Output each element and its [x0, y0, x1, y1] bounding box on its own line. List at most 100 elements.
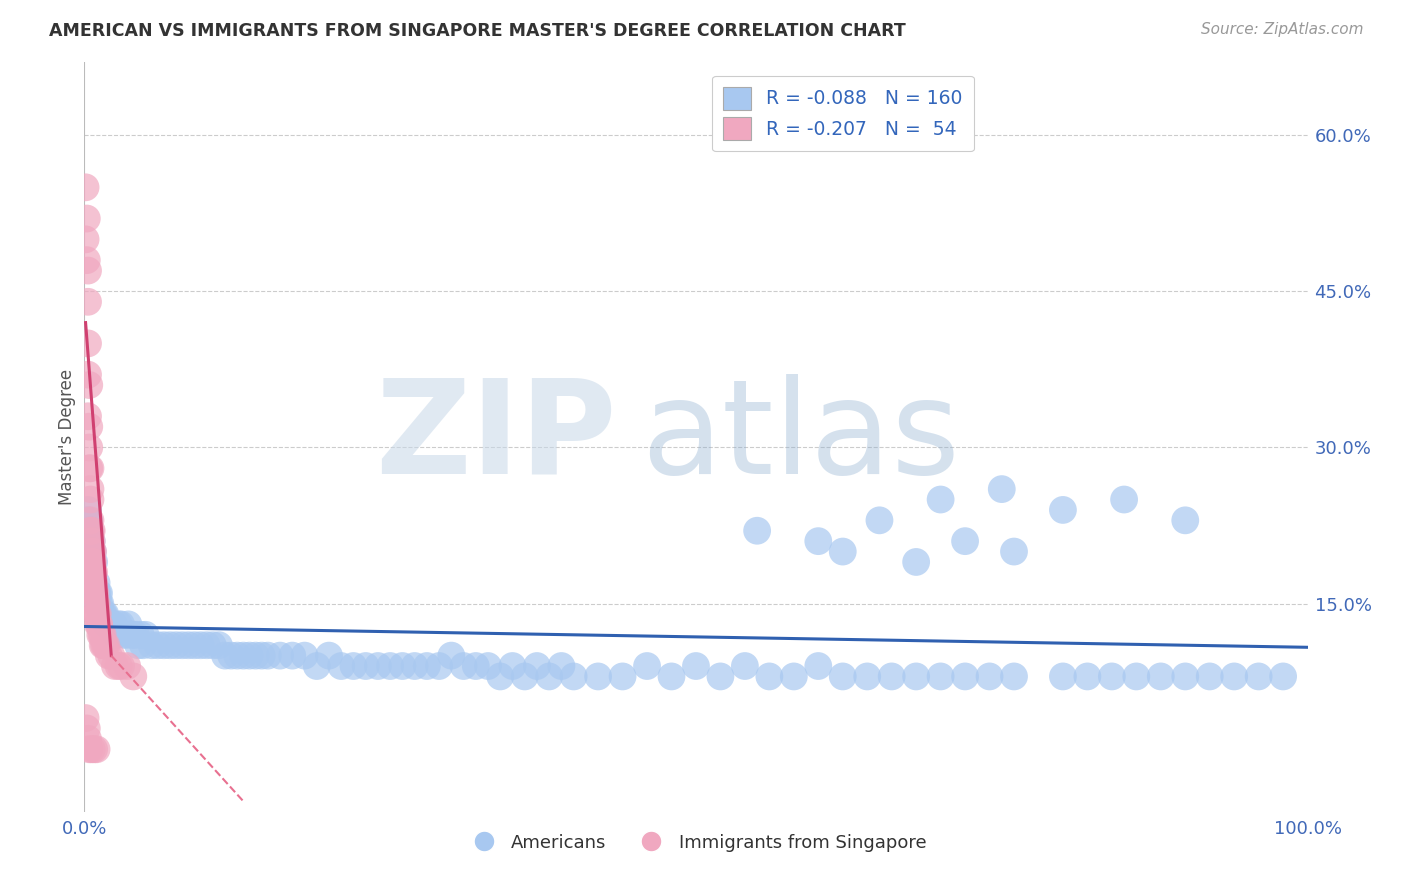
Point [84, 586, 107, 600]
Point [502, 659, 524, 673]
Point [83, 566, 105, 580]
Point [807, 659, 830, 673]
Point [86, 742, 108, 756]
Point [245, 648, 267, 663]
Point [79, 482, 101, 496]
Point [208, 638, 231, 652]
Point [115, 659, 138, 673]
Point [79, 544, 101, 558]
Point [929, 669, 952, 683]
Point [77, 544, 100, 558]
Point [77, 503, 100, 517]
Point [991, 482, 1014, 496]
Point [201, 638, 224, 652]
Point [1052, 669, 1074, 683]
Point [869, 513, 891, 527]
Point [77, 566, 100, 580]
Point [232, 648, 254, 663]
Point [550, 659, 572, 673]
Point [86, 607, 108, 621]
Point [82, 575, 104, 590]
Point [107, 617, 129, 632]
Point [1174, 513, 1197, 527]
Point [427, 659, 450, 673]
Point [905, 669, 928, 683]
Point [75, 180, 97, 194]
Point [94, 638, 117, 652]
Point [661, 669, 683, 683]
Point [77, 441, 100, 455]
Point [83, 586, 105, 600]
Point [562, 669, 585, 683]
Point [612, 669, 634, 683]
Point [929, 492, 952, 507]
Point [77, 534, 100, 549]
Point [100, 648, 122, 663]
Point [905, 555, 928, 569]
Point [416, 659, 439, 673]
Point [76, 534, 98, 549]
Point [77, 263, 100, 277]
Point [538, 669, 561, 683]
Point [103, 617, 125, 632]
Point [141, 638, 163, 652]
Point [380, 659, 402, 673]
Point [93, 607, 115, 621]
Point [79, 513, 101, 527]
Point [80, 544, 103, 558]
Point [89, 628, 111, 642]
Point [122, 669, 145, 683]
Point [880, 669, 903, 683]
Point [1223, 669, 1246, 683]
Point [76, 513, 98, 527]
Point [77, 419, 100, 434]
Point [77, 544, 100, 558]
Text: ZIP: ZIP [375, 374, 616, 500]
Point [250, 648, 273, 663]
Point [219, 648, 242, 663]
Point [97, 617, 120, 632]
Point [76, 722, 98, 736]
Point [79, 566, 101, 580]
Point [96, 638, 118, 652]
Point [1198, 669, 1220, 683]
Point [281, 648, 304, 663]
Point [91, 628, 114, 642]
Point [226, 648, 249, 663]
Text: atlas: atlas [641, 374, 960, 500]
Point [75, 232, 97, 246]
Point [477, 659, 499, 673]
Point [80, 555, 103, 569]
Point [84, 597, 107, 611]
Point [83, 742, 105, 756]
Point [367, 659, 389, 673]
Point [183, 638, 205, 652]
Point [77, 731, 100, 746]
Point [80, 524, 103, 538]
Point [86, 597, 108, 611]
Point [100, 617, 122, 632]
Point [391, 659, 413, 673]
Point [76, 253, 98, 268]
Point [636, 659, 658, 673]
Point [1076, 669, 1098, 683]
Point [79, 524, 101, 538]
Point [685, 659, 707, 673]
Point [90, 628, 112, 642]
Point [120, 628, 142, 642]
Point [77, 461, 100, 475]
Point [104, 659, 127, 673]
Point [83, 575, 105, 590]
Point [77, 294, 100, 309]
Point [159, 638, 181, 652]
Point [125, 628, 148, 642]
Point [75, 524, 97, 538]
Point [80, 566, 103, 580]
Point [172, 638, 194, 652]
Point [453, 659, 475, 673]
Point [132, 638, 155, 652]
Point [84, 586, 107, 600]
Point [82, 544, 104, 558]
Point [586, 669, 609, 683]
Point [80, 534, 103, 549]
